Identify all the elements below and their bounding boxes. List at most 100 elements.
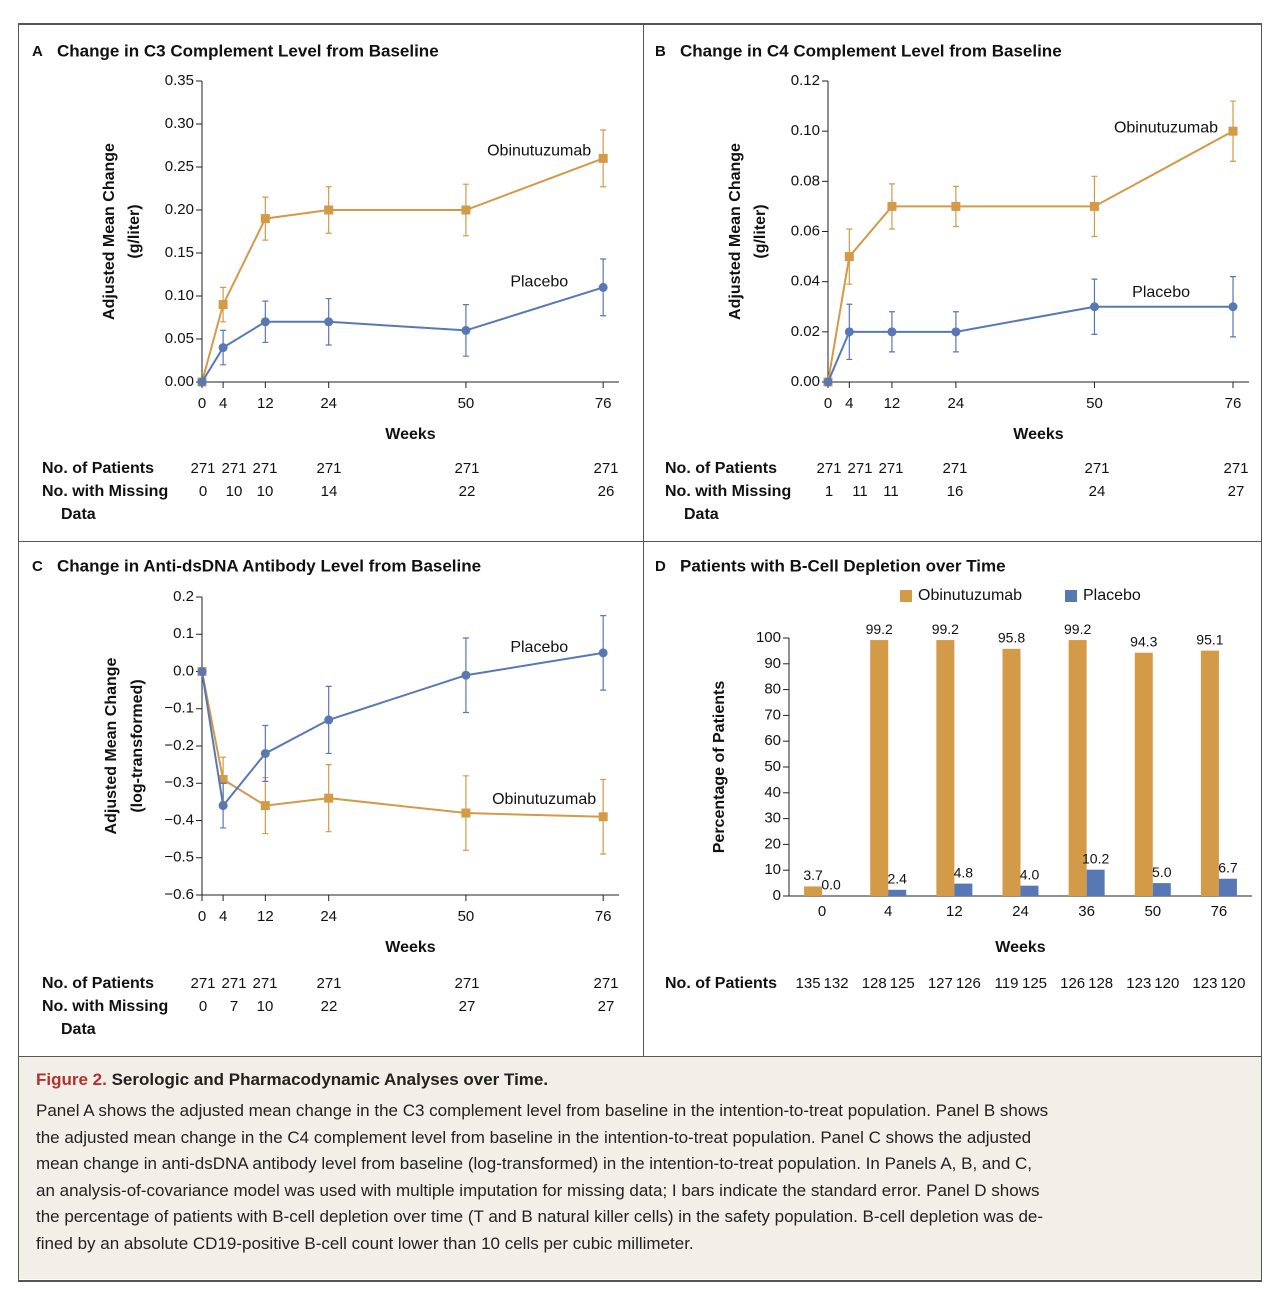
bar (804, 886, 823, 896)
y-axis-label: Adjusted Mean Change (727, 143, 744, 320)
table-row-label: No. of Patients (42, 460, 154, 477)
table-cell: 11 (883, 483, 899, 500)
value-label: 95.1 (1196, 631, 1223, 647)
value-label: 6.7 (1218, 859, 1238, 875)
table-cell: 22 (459, 483, 476, 500)
marker (844, 327, 854, 337)
panel-letter: D (655, 558, 666, 575)
marker (197, 377, 207, 387)
table-cell: 10 (226, 483, 243, 500)
x-tick-label: 76 (1225, 395, 1242, 412)
x-tick-label: 50 (1086, 395, 1103, 412)
value-label: 0.0 (821, 877, 841, 893)
panel-title: Change in C4 Complement Level from Basel… (680, 41, 1062, 60)
right-rule (1261, 23, 1262, 1281)
series-line (201, 157, 604, 383)
series-label: Obinutuzumab (1114, 119, 1218, 136)
y-tick-label: 100 (756, 629, 781, 646)
table-cell: 120 (1220, 975, 1245, 992)
y-tick-label: −0.6 (164, 886, 194, 903)
table-cell: 271 (1084, 460, 1109, 477)
x-tick-label: 0 (198, 395, 206, 412)
bar (1152, 883, 1171, 896)
table-cell: 27 (459, 998, 476, 1015)
value-label: 99.2 (866, 621, 893, 637)
x-tick-label: 76 (595, 908, 612, 925)
table-cell: 120 (1154, 975, 1179, 992)
y-tick-label: 0 (773, 887, 781, 904)
series-label: Placebo (1132, 284, 1190, 301)
table-row-label: Data (61, 506, 96, 523)
bar (936, 640, 955, 896)
marker (951, 327, 961, 337)
y-tick-label: 0.05 (165, 330, 194, 347)
series-line (201, 651, 604, 808)
table-cell: 127 (928, 975, 953, 992)
table-cell: 271 (942, 460, 967, 477)
table-cell: 0 (199, 483, 207, 500)
table-cell: 271 (847, 460, 872, 477)
y-tick-label: 0.04 (791, 273, 820, 290)
marker (218, 343, 228, 353)
marker (598, 282, 608, 292)
table-cell: 125 (890, 975, 915, 992)
table-cell: 271 (816, 460, 841, 477)
y-tick-label: 0.2 (173, 588, 194, 605)
table-cell: 10 (257, 998, 274, 1015)
x-tick-label: 0 (824, 395, 832, 412)
marker (461, 205, 471, 215)
marker (260, 748, 270, 758)
x-tick-label: 50 (458, 908, 475, 925)
bar (1086, 869, 1105, 896)
caption-line: the percentage of patients with B-cell d… (36, 1207, 1044, 1227)
y-axis-label: Adjusted Mean Change (103, 657, 120, 834)
table-row-label: No. of Patients (665, 460, 777, 477)
value-label: 3.7 (803, 867, 823, 883)
marker (461, 325, 471, 335)
caption: Figure 2. Serologic and Pharmacodynamic … (19, 1057, 1261, 1279)
y-tick-label: 80 (764, 681, 781, 698)
panel-letter: B (655, 43, 666, 60)
value-label: 95.8 (998, 630, 1025, 646)
value-label: 99.2 (932, 621, 959, 637)
table-cell: 271 (878, 460, 903, 477)
x-axis-label: Weeks (385, 426, 436, 443)
marker (324, 205, 334, 215)
table-cell: 14 (321, 483, 338, 500)
table-cell: 271 (454, 460, 479, 477)
table-cell: 123 (1126, 975, 1151, 992)
caption-line: Panel A shows the adjusted mean change i… (36, 1101, 1049, 1120)
table-cell: 0 (199, 998, 207, 1015)
value-label: 99.2 (1064, 621, 1091, 637)
table-row-label: No. with Missing (42, 998, 168, 1015)
y-tick-label: 30 (764, 810, 781, 827)
table-cell: 135 (796, 975, 821, 992)
y-tick-label: 0.20 (165, 201, 194, 218)
legend-swatch (900, 590, 912, 602)
marker (260, 317, 270, 327)
marker (823, 377, 833, 387)
top-rule (18, 23, 1262, 25)
table-row-label: Data (684, 506, 719, 523)
left-rule (18, 23, 19, 1281)
panel-letter: C (32, 558, 43, 575)
table-cell: 128 (862, 975, 887, 992)
table-row-label: Data (61, 1021, 96, 1038)
panel-letter: A (32, 43, 43, 60)
value-label: 10.2 (1082, 850, 1109, 866)
bar (888, 889, 907, 896)
table-row-label: No. with Missing (42, 483, 168, 500)
marker (951, 201, 961, 211)
bar (1218, 878, 1237, 896)
y-tick-label: −0.2 (164, 737, 194, 754)
x-tick-label: 76 (1211, 903, 1228, 920)
y-tick-label: 0.25 (165, 158, 194, 175)
table-cell: 22 (321, 998, 338, 1015)
caption-line: mean change in anti-dsDNA antibody level… (36, 1154, 1033, 1174)
table-cell: 271 (252, 460, 277, 477)
marker (461, 670, 471, 680)
marker (260, 801, 270, 811)
bar (954, 883, 973, 896)
caption-line: the adjusted mean change in the C4 compl… (36, 1127, 1032, 1147)
bar (870, 640, 889, 896)
